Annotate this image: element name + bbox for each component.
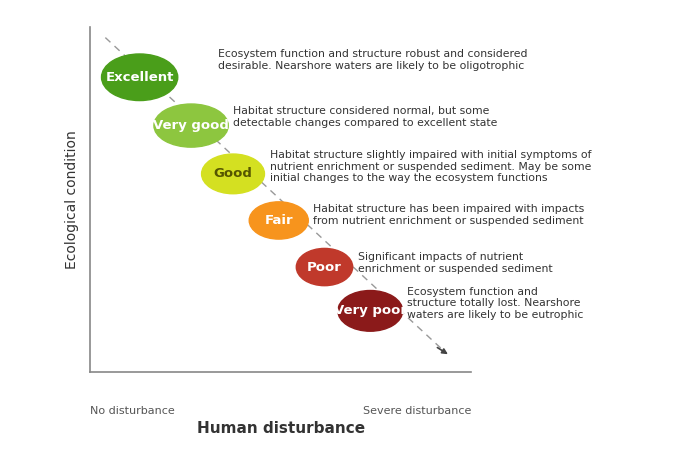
- Text: Fair: Fair: [265, 214, 293, 227]
- Text: Habitat structure slightly impaired with initial symptoms of
nutrient enrichment: Habitat structure slightly impaired with…: [270, 150, 592, 183]
- Ellipse shape: [101, 54, 177, 101]
- Text: Very poor: Very poor: [334, 304, 407, 317]
- Text: Severe disturbance: Severe disturbance: [363, 406, 471, 416]
- Ellipse shape: [202, 154, 265, 194]
- Ellipse shape: [297, 248, 353, 286]
- Ellipse shape: [338, 291, 403, 331]
- Text: Significant impacts of nutrient
enrichment or suspended sediment: Significant impacts of nutrient enrichme…: [358, 252, 552, 274]
- Text: Ecosystem function and
structure totally lost. Nearshore
waters are likely to be: Ecosystem function and structure totally…: [407, 286, 584, 320]
- Y-axis label: Ecological condition: Ecological condition: [65, 130, 79, 269]
- Text: Human disturbance: Human disturbance: [197, 421, 365, 436]
- Text: Ecosystem function and structure robust and considered
desirable. Nearshore wate: Ecosystem function and structure robust …: [218, 49, 527, 71]
- Text: Excellent: Excellent: [105, 71, 174, 84]
- Text: Poor: Poor: [307, 261, 342, 274]
- Text: Very good: Very good: [153, 119, 229, 132]
- Ellipse shape: [154, 104, 228, 147]
- Text: Good: Good: [213, 168, 252, 180]
- Text: No disturbance: No disturbance: [90, 406, 175, 416]
- Text: Habitat structure considered normal, but some
detectable changes compared to exc: Habitat structure considered normal, but…: [233, 106, 498, 128]
- Text: Habitat structure has been impaired with impacts
from nutrient enrichment or sus: Habitat structure has been impaired with…: [313, 204, 584, 226]
- Ellipse shape: [249, 202, 308, 239]
